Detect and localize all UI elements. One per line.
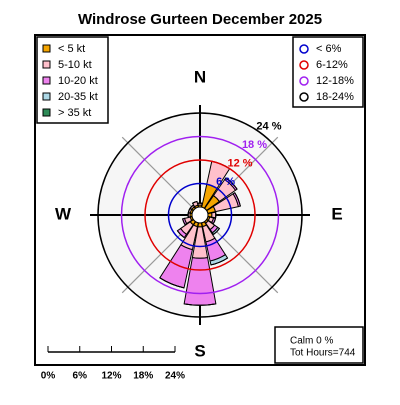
total-label: Tot Hours=744 — [290, 348, 356, 359]
legend-label: 20-35 kt — [58, 91, 98, 103]
legend-label: < 5 kt — [58, 43, 85, 55]
legend-label: 18-24% — [316, 91, 354, 103]
compass-label: W — [55, 204, 72, 223]
legend-swatch — [43, 61, 50, 68]
legend-swatch — [43, 45, 50, 52]
ring-label: 12 % — [227, 158, 252, 170]
legend-label: 12-18% — [316, 75, 354, 87]
scale-label: 18% — [133, 371, 153, 382]
legend-label: > 35 kt — [58, 107, 91, 119]
scale-label: 24% — [165, 371, 185, 382]
scale-label: 0% — [41, 371, 56, 382]
compass-label: S — [194, 341, 205, 360]
legend-swatch — [43, 93, 50, 100]
legend-swatch — [43, 109, 50, 116]
calm-label: Calm 0 % — [290, 336, 333, 347]
compass-label: E — [331, 204, 342, 223]
legend-label: 5-10 kt — [58, 59, 92, 71]
compass-label: N — [194, 67, 206, 86]
legend-label: 6-12% — [316, 59, 348, 71]
ring-label: 18 % — [242, 139, 267, 151]
ring-label: 6 % — [216, 176, 235, 188]
scale-label: 12% — [101, 371, 121, 382]
legend-label: 10-20 kt — [58, 75, 98, 87]
chart-title: Windrose Gurteen December 2025 — [78, 11, 322, 28]
legend-label: < 6% — [316, 43, 342, 55]
calm-circle — [192, 207, 208, 223]
scale-label: 6% — [73, 371, 88, 382]
legend-swatch — [43, 77, 50, 84]
ring-label: 24 % — [256, 121, 281, 133]
